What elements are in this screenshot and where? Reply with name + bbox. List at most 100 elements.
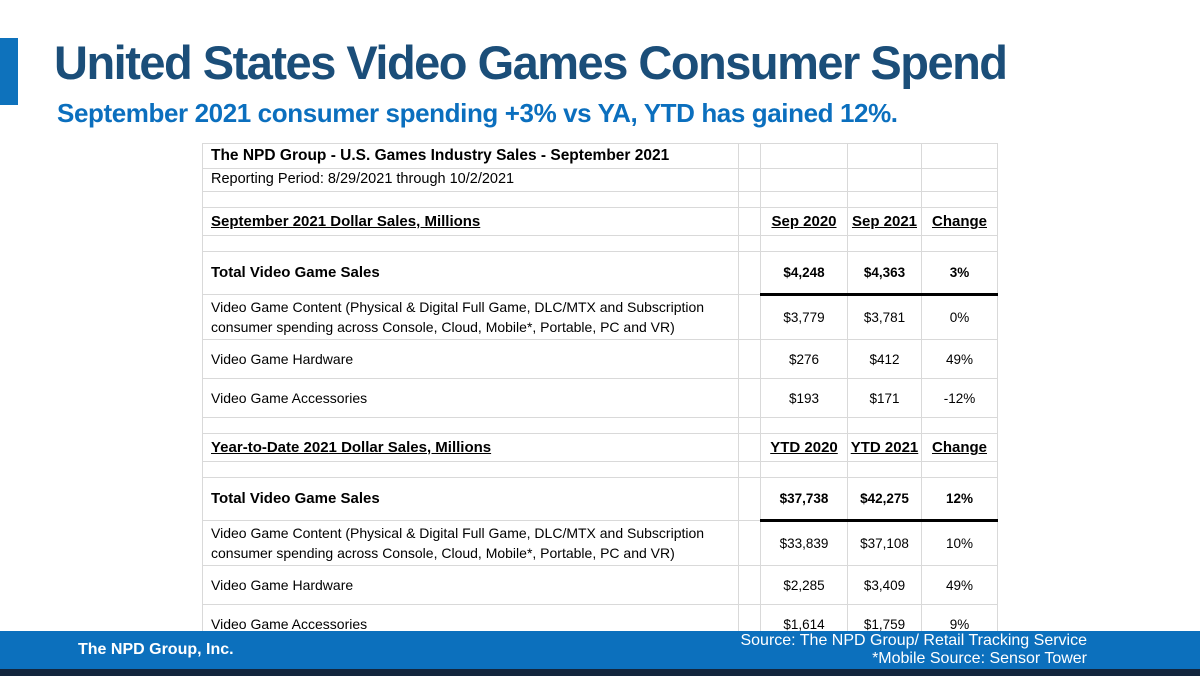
empty-cell: [738, 251, 761, 295]
row-label: Video Game Accessories: [202, 378, 739, 418]
empty-cell: [847, 461, 922, 478]
value-change: 0%: [921, 294, 998, 340]
empty-cell: [760, 191, 848, 208]
table-row: Video Game Accessories $193 $171 -12%: [202, 378, 998, 418]
footer-source-line1: Source: The NPD Group/ Retail Tracking S…: [740, 632, 1087, 649]
value-sep2021: $412: [847, 339, 922, 379]
spacer-row: [202, 417, 998, 434]
value-sep2021: $171: [847, 378, 922, 418]
section2-title: Year-to-Date 2021 Dollar Sales, Millions: [211, 438, 492, 456]
section1-title: September 2021 Dollar Sales, Millions: [211, 212, 481, 230]
empty-cell: [847, 235, 922, 252]
value-sep2020: $3,779: [760, 294, 848, 340]
title-accent-bar: [0, 38, 18, 105]
sales-table-container: The NPD Group - U.S. Games Industry Sale…: [202, 143, 998, 644]
row-label: Video Game Hardware: [202, 565, 739, 605]
table-row: Reporting Period: 8/29/2021 through 10/2…: [202, 168, 998, 192]
empty-cell: [921, 143, 998, 169]
table-row: Video Game Hardware $276 $412 49%: [202, 339, 998, 379]
empty-cell: [921, 168, 998, 192]
row-label: Video Game Content (Physical & Digital F…: [202, 520, 739, 566]
value-sep2020: $276: [760, 339, 848, 379]
col-header-ytd2021: YTD 2021: [847, 433, 922, 462]
table-row-total: Total Video Game Sales $37,738 $42,275 1…: [202, 477, 998, 522]
empty-cell: [738, 207, 761, 236]
col-header-label: YTD 2021: [850, 439, 919, 456]
empty-cell: [847, 168, 922, 192]
value-sep2020: $193: [760, 378, 848, 418]
empty-cell: [760, 168, 848, 192]
value-ytd2021: $3,409: [847, 565, 922, 605]
value-sep2021: $4,363: [847, 251, 922, 296]
empty-cell: [921, 417, 998, 434]
table-row: The NPD Group - U.S. Games Industry Sale…: [202, 143, 998, 169]
reporting-period: Reporting Period: 8/29/2021 through 10/2…: [202, 168, 739, 192]
value-ytd2020: $33,839: [760, 520, 848, 566]
row-label: Total Video Game Sales: [202, 251, 739, 295]
empty-cell: [760, 143, 848, 169]
empty-cell: [738, 294, 761, 340]
section1-header-row: September 2021 Dollar Sales, Millions Se…: [202, 207, 998, 236]
empty-cell: [202, 417, 739, 434]
table-row: Video Game Content (Physical & Digital F…: [202, 520, 998, 566]
value-ytd2020: $37,738: [760, 477, 848, 522]
page-title: United States Video Games Consumer Spend: [54, 36, 1008, 89]
value-ytd2021: $37,108: [847, 520, 922, 566]
section2-title-cell: Year-to-Date 2021 Dollar Sales, Millions: [202, 433, 739, 462]
empty-cell: [738, 461, 761, 478]
col-header-label: Change: [931, 213, 987, 230]
footer-bottom-strip: [0, 669, 1200, 676]
col-header-label: Change: [931, 439, 987, 456]
col-header-sep2020: Sep 2020: [760, 207, 848, 236]
table-row-total: Total Video Game Sales $4,248 $4,363 3%: [202, 251, 998, 296]
col-header-label: Sep 2021: [851, 213, 918, 230]
spacer-row: [202, 191, 998, 208]
empty-cell: [847, 143, 922, 169]
empty-cell: [202, 191, 739, 208]
table-row: Video Game Content (Physical & Digital F…: [202, 294, 998, 340]
footer-band: The NPD Group, Inc. Source: The NPD Grou…: [0, 631, 1200, 669]
spacer-row: [202, 461, 998, 478]
sales-table: The NPD Group - U.S. Games Industry Sale…: [202, 143, 998, 644]
empty-cell: [738, 477, 761, 521]
value-change: 49%: [921, 339, 998, 379]
col-header-label: Sep 2020: [771, 213, 837, 230]
empty-cell: [738, 433, 761, 462]
value-ytd2021: $42,275: [847, 477, 922, 522]
value-change: 3%: [921, 251, 998, 296]
value-change: -12%: [921, 378, 998, 418]
page-subtitle: September 2021 consumer spending +3% vs …: [57, 98, 898, 128]
empty-cell: [921, 191, 998, 208]
value-sep2021: $3,781: [847, 294, 922, 340]
table-title: The NPD Group - U.S. Games Industry Sale…: [202, 143, 739, 169]
empty-cell: [760, 417, 848, 434]
table-row: Video Game Hardware $2,285 $3,409 49%: [202, 565, 998, 605]
empty-cell: [202, 235, 739, 252]
col-header-change: Change: [921, 433, 998, 462]
row-label: Video Game Content (Physical & Digital F…: [202, 294, 739, 340]
spacer-row: [202, 235, 998, 252]
value-change: 10%: [921, 520, 998, 566]
col-header-label: YTD 2020: [770, 439, 838, 456]
empty-cell: [847, 191, 922, 208]
empty-cell: [738, 168, 761, 192]
empty-cell: [760, 461, 848, 478]
col-header-ytd2020: YTD 2020: [760, 433, 848, 462]
empty-cell: [921, 235, 998, 252]
empty-cell: [738, 191, 761, 208]
section1-title-cell: September 2021 Dollar Sales, Millions: [202, 207, 739, 236]
value-ytd2020: $2,285: [760, 565, 848, 605]
col-header-change: Change: [921, 207, 998, 236]
empty-cell: [738, 565, 761, 605]
empty-cell: [738, 235, 761, 252]
row-label: Total Video Game Sales: [202, 477, 739, 521]
footer-brand: The NPD Group, Inc.: [78, 641, 234, 658]
empty-cell: [760, 235, 848, 252]
empty-cell: [738, 417, 761, 434]
value-sep2020: $4,248: [760, 251, 848, 296]
footer-source-line2: *Mobile Source: Sensor Tower: [872, 650, 1087, 667]
empty-cell: [738, 378, 761, 418]
empty-cell: [921, 461, 998, 478]
value-change: 12%: [921, 477, 998, 522]
empty-cell: [738, 339, 761, 379]
